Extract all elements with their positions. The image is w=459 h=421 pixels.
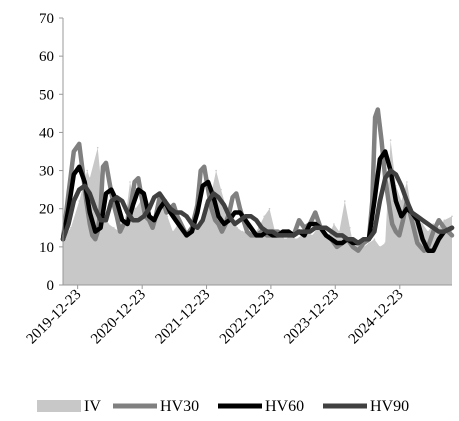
hv-lines-layer: [60, 107, 455, 253]
x-tick-label: 2020-12-23: [88, 287, 149, 348]
iv-data-point: [379, 246, 381, 248]
iv-data-point: [89, 177, 91, 179]
y-tick-label: 50: [39, 87, 54, 103]
iv-data-point: [443, 219, 446, 221]
iv-data-point: [349, 227, 351, 229]
iv-data-point: [215, 169, 217, 172]
iv-data-point: [134, 207, 137, 210]
legend-label-hv30: HV30: [160, 398, 199, 415]
y-tick-label: 60: [39, 49, 54, 65]
iv-data-point: [96, 146, 99, 149]
iv-data-point: [438, 227, 440, 229]
iv-data-point: [373, 238, 376, 240]
iv-data-point: [172, 230, 174, 233]
y-tick-label: 70: [39, 11, 54, 27]
iv-data-point: [263, 215, 266, 218]
iv-data-point: [113, 227, 115, 229]
iv-data-point: [78, 200, 80, 202]
x-tick-label: 2019-12-23: [24, 287, 85, 348]
iv-data-point: [220, 188, 222, 191]
chart-legend: IV HV30 HV60 HV90: [37, 398, 409, 415]
iv-data-point: [400, 200, 403, 202]
iv-data-point: [70, 227, 72, 229]
iv-data-point: [166, 215, 169, 218]
series-hv90-line: [60, 168, 455, 246]
y-tick-label: 10: [39, 240, 54, 256]
legend-label-hv60: HV60: [265, 398, 304, 415]
legend-label-hv90: HV90: [370, 398, 409, 415]
iv-data-point: [284, 238, 287, 240]
iv-data-point: [311, 234, 314, 237]
iv-data-point: [268, 207, 271, 210]
iv-data-point: [406, 181, 408, 183]
x-tick-label: 2022-12-23: [217, 287, 278, 348]
x-tick-label: 2021-12-23: [153, 287, 214, 348]
legend-swatch-iv: [37, 400, 81, 412]
y-tick-label: 0: [47, 278, 55, 294]
iv-data-point: [236, 227, 238, 229]
iv-data-point: [389, 139, 392, 141]
iv-data-point: [129, 181, 131, 183]
y-tick-label: 20: [39, 202, 54, 218]
y-tick-label: 40: [39, 125, 54, 141]
legend-label-iv: IV: [84, 398, 101, 415]
iv-data-point: [338, 230, 341, 233]
iv-data-point: [368, 242, 370, 244]
series-hv60-line: [60, 149, 455, 253]
iv-data-point: [451, 215, 453, 218]
iv-data-point: [432, 223, 435, 225]
iv-data-point: [333, 223, 335, 225]
iv-data-point: [107, 223, 110, 225]
iv-data-point: [427, 230, 429, 233]
iv-data-point: [421, 223, 424, 225]
iv-data-point: [241, 230, 244, 233]
x-tick-label: 2024-12-23: [346, 287, 407, 348]
iv-data-point: [344, 200, 346, 202]
iv-data-point: [384, 242, 387, 244]
y-tick-label: 30: [39, 164, 54, 180]
x-tick-label: 2023-12-23: [281, 287, 342, 348]
iv-data-point: [295, 238, 297, 240]
iv-data-point: [86, 169, 88, 172]
